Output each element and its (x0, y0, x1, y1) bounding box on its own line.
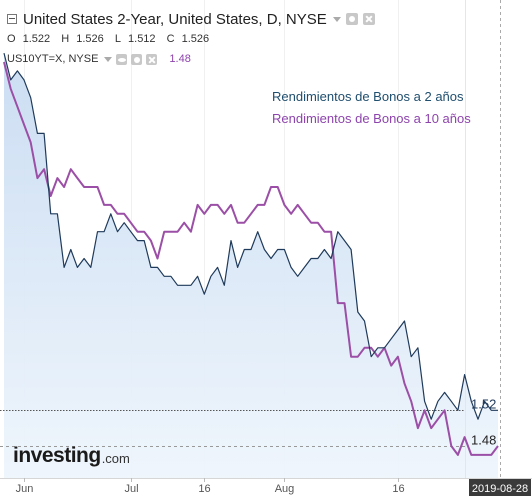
ohlc-low: L 1.512 (114, 33, 156, 45)
ohlc-high: H 1.526 (61, 33, 104, 45)
chevron-down-icon[interactable] (332, 16, 341, 22)
visibility-icon[interactable] (116, 53, 128, 65)
overlay-chevron-down-icon[interactable] (104, 56, 113, 62)
x-axis-ticks: Jun Jul 16 Aug 16 (16, 478, 405, 495)
legend-entry-10y: Rendimientos de Bonos a 10 años (272, 111, 471, 126)
overlay-close-icon[interactable] (146, 53, 158, 65)
symbol-title[interactable]: United States 2-Year, United States, D, … (23, 10, 327, 28)
x-tick-label: 16 (198, 483, 210, 495)
ohlc-open: O 1.522 (7, 33, 51, 45)
investing-logo: investing .com (13, 444, 130, 467)
ohlc-readout: O 1.522 H 1.526 L 1.512 C 1.526 (7, 33, 217, 45)
area-fill-2y (4, 53, 498, 478)
overlay-value: 1.48 (169, 53, 191, 65)
x-tick-label: Jul (124, 483, 138, 495)
x-tick-label: 16 (392, 483, 404, 495)
settings-icon[interactable] (345, 13, 358, 25)
series-line-2y[interactable] (3, 52, 498, 420)
last-date-label: 2019-08-28 (472, 483, 528, 495)
chart-header: United States 2-Year, United States, D, … (7, 9, 375, 29)
legend-entry-2y: Rendimientos de Bonos a 2 años (272, 89, 464, 104)
collapse-icon[interactable] (7, 14, 17, 24)
last-date-badge (469, 479, 531, 496)
ohlc-close: C 1.526 (166, 33, 210, 45)
close-icon[interactable] (362, 13, 375, 25)
last-value-label-10y: 1.48 (471, 433, 496, 448)
x-tick-label: Aug (275, 483, 295, 495)
overlay-symbol-label[interactable]: US10YT=X, NYSE (7, 53, 99, 65)
x-tick-label: Jun (16, 483, 34, 495)
series-line-10y[interactable] (3, 61, 499, 456)
overlay-symbol-header: US10YT=X, NYSE 1.48 (7, 52, 191, 66)
last-value-label-2y: 1.52 (471, 397, 496, 412)
overlay-settings-icon[interactable] (131, 53, 143, 65)
